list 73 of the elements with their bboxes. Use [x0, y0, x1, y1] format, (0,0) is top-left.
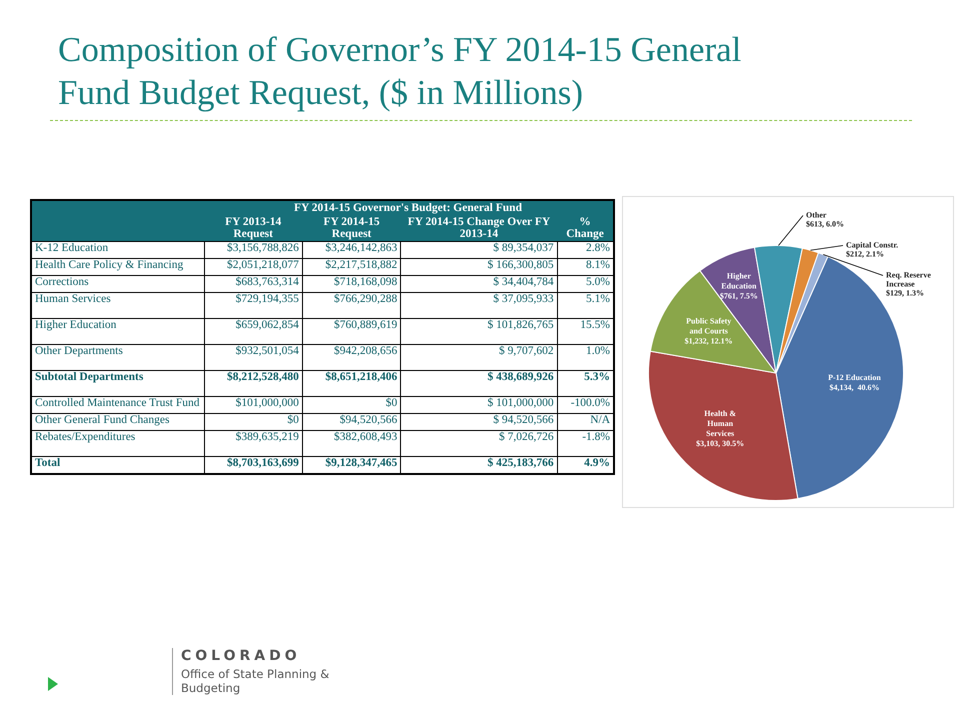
data-label: $2,051,218,077	[204, 258, 302, 276]
data-label: N/A	[557, 414, 614, 430]
data-label: $3,103, 30.5%	[696, 438, 744, 448]
data-label: $ 425,183,766	[400, 456, 558, 474]
data-label: 15.5%	[557, 318, 614, 344]
data-label: $2,217,518,882	[302, 258, 401, 276]
data-label: $389,635,219	[204, 430, 302, 456]
data-label: $1,232, 12.1%	[684, 336, 733, 346]
text: Office of State Planning & Budgeting	[181, 667, 330, 695]
data-label: 8.1%	[557, 258, 614, 276]
data-label: 5.1%	[557, 292, 614, 318]
data-label: $ 34,404,784	[400, 276, 558, 292]
data-label: $ 101,826,765	[400, 318, 558, 344]
data-label: $729,194,355	[204, 292, 302, 318]
data-label: 2.8%	[557, 242, 614, 258]
data-label: -1.8%	[557, 430, 614, 456]
data-label: $760,889,619	[302, 318, 401, 344]
slice-label: Other	[806, 210, 827, 220]
data-label: $382,608,493	[302, 430, 401, 456]
data-label: $ 438,689,926	[400, 370, 558, 396]
data-label: $129, 1.3%	[886, 288, 924, 298]
text: Composition of Governor’s FY 2014-15 General Fund Budget Request, ($ in Millions)	[58, 29, 742, 114]
data-label: $3,156,788,826	[204, 242, 302, 258]
data-label: $942,208,656	[302, 344, 401, 370]
slice-label: Higher Education	[721, 271, 757, 290]
category-label: Controlled Maintenance Trust Fund	[31, 396, 204, 414]
data-label: $94,520,566	[302, 414, 401, 430]
text: COLORADO	[181, 648, 302, 664]
data-label: $0	[204, 414, 302, 430]
slice-label: Capital Constr.	[846, 240, 898, 250]
slice-label: Health & Human Services	[704, 408, 736, 438]
data-label: $ 7,026,726	[400, 430, 558, 456]
category-label: Rebates/Expenditures	[31, 430, 204, 456]
data-label: 5.3%	[557, 370, 614, 396]
data-label: $8,651,218,406	[302, 370, 401, 396]
data-label: 1.0%	[557, 344, 614, 370]
category-label: Other General Fund Changes	[31, 414, 204, 430]
data-label: 5.0%	[557, 276, 614, 292]
data-label: $659,062,854	[204, 318, 302, 344]
data-label: $761, 7.5%	[720, 291, 758, 300]
data-label: $101,000,000	[204, 396, 302, 414]
data-label: $683,763,314	[204, 276, 302, 292]
header-fill: FY 2014-15 Governor's Budget: General Fund	[31, 200, 614, 215]
data-label: $ 37,095,933	[400, 292, 558, 318]
category-label: Human Services	[31, 292, 204, 318]
category-label: Health Care Policy & Financing	[31, 258, 204, 276]
slice-label: Public Safety and Courts	[686, 316, 732, 336]
data-label: $ 101,000,000	[400, 396, 558, 414]
data-label: $ 94,520,566	[400, 414, 558, 430]
slice-label: P-12 Education	[828, 372, 882, 382]
slice-label: Req. Reserve Increase	[886, 270, 932, 289]
category-label: Subtotal Departments	[31, 370, 204, 396]
data-label: -100.0%	[557, 396, 614, 414]
category-label: Other Departments	[31, 344, 204, 370]
category-label: K-12 Education	[31, 242, 204, 258]
data-label: $4,134, 40.6%	[829, 382, 880, 392]
data-label: 4.9%	[557, 456, 614, 474]
data-label: $ 9,707,602	[400, 344, 558, 370]
data-label: $932,501,054	[204, 344, 302, 370]
data-label: $613, 6.0%	[806, 220, 844, 229]
data-label: $ 166,300,805	[400, 258, 558, 276]
data-label: $766,290,288	[302, 292, 401, 318]
data-label: $8,703,163,699	[204, 456, 302, 474]
data-label: $718,168,098	[302, 276, 401, 292]
data-label: $ 89,354,037	[400, 242, 558, 258]
category-label: Total	[31, 456, 204, 474]
data-label: $212, 2.1%	[846, 250, 884, 259]
data-label: $9,128,347,465	[302, 456, 401, 474]
data-label: $8,212,528,480	[204, 370, 302, 396]
category-label: Higher Education	[31, 318, 204, 344]
data-label: $3,246,142,863	[302, 242, 401, 258]
data-label: $0	[302, 396, 401, 414]
category-label: Corrections	[31, 276, 204, 292]
